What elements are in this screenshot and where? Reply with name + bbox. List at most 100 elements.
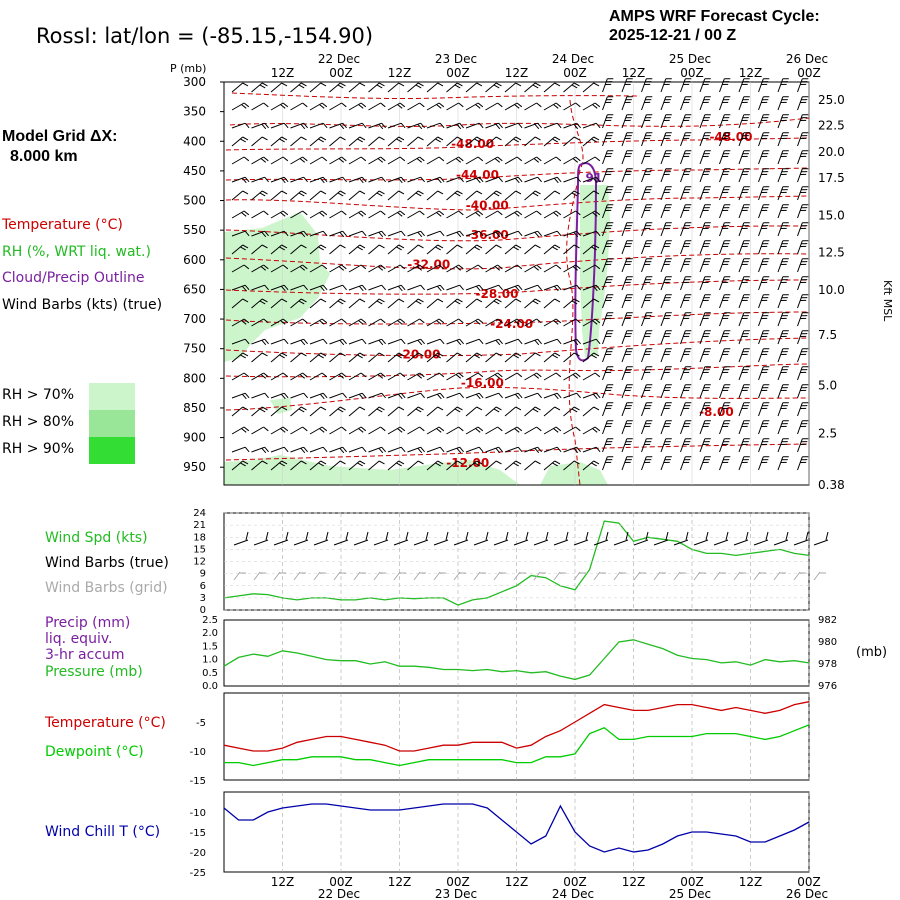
- legend-cloud: Cloud/Precip Outline: [2, 270, 145, 286]
- wind-barb: [582, 176, 601, 184]
- wind-barb: [348, 230, 367, 237]
- wind-barb: [621, 222, 633, 237]
- cloud-outline: [574, 162, 598, 362]
- wind-barb: [290, 230, 308, 238]
- wind-barb: [602, 276, 614, 291]
- wind-barb: [563, 230, 581, 238]
- wind-barb: [387, 426, 406, 435]
- wind-barb: [641, 78, 653, 93]
- top-hour-label: 12Z: [271, 66, 295, 80]
- kft-tick-label: 2.5: [818, 426, 837, 440]
- wind-barb: [680, 276, 692, 291]
- wind-barb: [680, 96, 692, 111]
- wind-barb: [387, 298, 405, 309]
- wind-barb: [758, 294, 770, 309]
- wind-barb: [446, 102, 464, 111]
- wind-barb: [621, 186, 633, 201]
- wind-barb: [524, 156, 542, 165]
- wind-barb: [465, 426, 484, 435]
- wind-barb: [602, 366, 614, 381]
- wind-barb: [777, 276, 789, 291]
- wind-barb: [563, 176, 581, 183]
- wind-barb: [543, 392, 562, 400]
- wind-barb: [680, 384, 692, 399]
- wind-barb: [426, 230, 445, 237]
- wind-barb: [329, 210, 347, 219]
- surface-grid-barb: [773, 571, 786, 581]
- wind-barb: [348, 372, 367, 381]
- wind-barb: [446, 210, 464, 219]
- wind-barb: [543, 264, 562, 273]
- wind-barb: [426, 122, 445, 129]
- wind-barb: [738, 114, 750, 129]
- wind-barb: [602, 384, 614, 399]
- surface-grid-barb: [753, 571, 766, 581]
- pressure-legend: Pressure (mb): [45, 664, 143, 680]
- precip-tick-label: 0.5: [202, 668, 218, 679]
- surface-wind-barb: [753, 531, 769, 546]
- wind-barb: [719, 402, 731, 417]
- wind-barb: [290, 298, 307, 309]
- wind-barb: [231, 156, 250, 165]
- wind-barb: [485, 264, 503, 273]
- wind-barb: [563, 446, 581, 454]
- wind-barb: [426, 460, 444, 471]
- wind-barb: [719, 204, 731, 219]
- pressure-tick-label: 550: [183, 223, 206, 237]
- wind-barb: [543, 102, 562, 111]
- wind-barb: [465, 298, 483, 309]
- wind-barb: [777, 402, 789, 417]
- wind-barb: [309, 298, 327, 309]
- wind-barb: [680, 312, 692, 327]
- wind-barb: [563, 426, 581, 435]
- wind-barb: [426, 82, 444, 93]
- wind-barb: [504, 406, 522, 417]
- bottom-hour-label: 00Z: [446, 875, 470, 889]
- pressure-tick-label: 350: [183, 105, 206, 119]
- wind-barb: [660, 258, 672, 273]
- wind-barb: [426, 392, 445, 400]
- wind-barb: [660, 366, 672, 381]
- wind-barb: [641, 438, 653, 453]
- precip-series-line: [223, 639, 810, 681]
- wind-barb: [621, 258, 633, 273]
- wind-barb: [738, 78, 750, 93]
- wind-barb: [270, 190, 288, 201]
- surface-wind-barb: [813, 531, 829, 546]
- wind-barb: [738, 240, 750, 255]
- wind-barb: [680, 456, 692, 471]
- wind-barb: [621, 114, 633, 129]
- isotherm-line: [225, 386, 810, 411]
- wind-barb: [797, 330, 809, 345]
- wind-barb: [738, 456, 750, 471]
- wind-barb: [504, 372, 523, 381]
- wind-barb: [563, 406, 580, 417]
- wind-barb: [758, 78, 770, 93]
- kft-tick-label: 7.5: [818, 328, 837, 342]
- surface-grid-barb: [293, 571, 306, 581]
- wind-barb: [329, 392, 347, 399]
- bottom-hour-label: 12Z: [739, 875, 763, 889]
- wind-barb: [329, 136, 346, 147]
- wind-barb: [699, 78, 711, 93]
- precip-legend-liq: liq. equiv.: [45, 631, 112, 647]
- wind-barb: [524, 244, 541, 255]
- wind-barb: [231, 392, 250, 400]
- wind-barb: [251, 426, 269, 435]
- pressure-tick-label: 450: [183, 164, 206, 178]
- wind-barb: [738, 132, 750, 147]
- wind-barb: [582, 460, 600, 471]
- wind-barb: [582, 190, 600, 201]
- wind-barb: [309, 82, 327, 93]
- wind-barbs-grid-legend: Wind Barbs (grid): [45, 580, 168, 596]
- dewpoint-legend: Dewpoint (°C): [45, 744, 144, 760]
- wind-barb: [426, 338, 445, 345]
- wind-barb: [485, 122, 503, 130]
- wind-barb: [387, 264, 406, 273]
- wind-tick-label: 21: [193, 520, 206, 531]
- wind-barb: [660, 294, 672, 309]
- wind-barb: [290, 122, 308, 130]
- wind-barb: [446, 406, 463, 417]
- wind-barb: [231, 372, 250, 381]
- wind-barb: [719, 312, 731, 327]
